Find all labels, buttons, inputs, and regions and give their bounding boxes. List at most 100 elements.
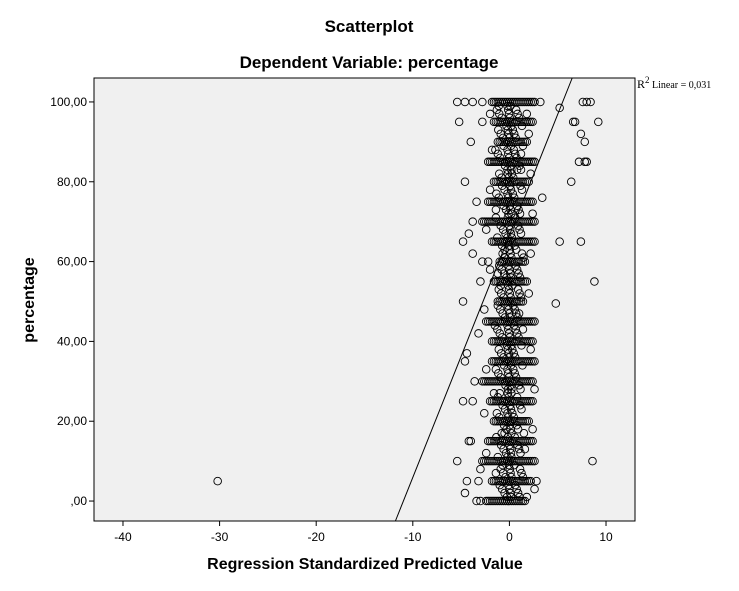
data-point — [507, 472, 516, 482]
data-point — [514, 269, 523, 278]
data-point — [526, 397, 535, 406]
chart-title: Scatterplot — [325, 17, 414, 36]
x-tick-label: -40 — [114, 530, 132, 544]
data-point — [513, 221, 523, 230]
data-point — [522, 397, 532, 406]
data-point — [580, 157, 590, 167]
data-point — [468, 397, 477, 406]
data-point — [555, 237, 564, 246]
data-point — [462, 476, 472, 486]
data-point — [511, 309, 521, 318]
data-point — [510, 353, 520, 362]
data-point — [494, 285, 504, 294]
data-point — [516, 149, 526, 159]
data-point — [519, 253, 528, 262]
data-point — [505, 269, 515, 278]
data-point — [506, 229, 516, 238]
data-point — [526, 197, 535, 206]
data-point — [524, 397, 533, 406]
data-point — [476, 464, 485, 474]
data-point — [516, 165, 526, 175]
data-point — [518, 297, 528, 306]
data-point — [454, 117, 464, 127]
data-point — [526, 476, 535, 486]
data-point — [586, 97, 595, 107]
data-point — [524, 377, 533, 386]
data-point — [493, 452, 503, 462]
data-point — [506, 185, 516, 194]
data-point — [512, 393, 522, 402]
data-point — [582, 157, 591, 167]
data-point — [520, 416, 530, 426]
data-point — [501, 381, 510, 390]
data-point — [514, 333, 523, 342]
data-point — [481, 225, 491, 234]
data-point — [513, 285, 523, 294]
data-point — [524, 97, 533, 107]
data-point — [509, 412, 519, 422]
data-point — [507, 209, 516, 218]
data-point — [530, 237, 539, 246]
data-point — [514, 444, 524, 454]
data-point — [502, 341, 512, 350]
data-point — [517, 185, 527, 194]
data-point — [508, 281, 517, 290]
data-point — [580, 137, 590, 147]
data-point — [518, 416, 528, 426]
data-point — [503, 101, 512, 111]
x-axis-label: Regression Standardized Predicted Value — [207, 556, 523, 573]
data-point — [526, 97, 535, 107]
data-point — [518, 361, 527, 370]
data-point — [494, 101, 504, 111]
data-point — [517, 121, 527, 131]
data-point — [509, 349, 519, 358]
data-point — [517, 405, 526, 414]
data-point — [582, 97, 591, 107]
y-tick-label: ,00 — [70, 494, 87, 508]
data-point — [504, 325, 513, 334]
data-point — [458, 237, 468, 246]
data-point — [524, 357, 533, 366]
data-point — [494, 345, 504, 354]
data-point — [528, 357, 537, 366]
data-point — [522, 109, 532, 119]
y-tick-label: 60,00 — [57, 255, 87, 269]
data-point — [508, 408, 517, 418]
data-point — [516, 137, 526, 147]
data-point — [506, 405, 516, 414]
data-point — [532, 476, 541, 486]
data-point — [514, 496, 524, 506]
data-point — [528, 157, 537, 167]
data-point — [496, 440, 506, 450]
data-point — [506, 273, 516, 282]
data-point — [520, 496, 530, 506]
data-point — [495, 480, 505, 490]
data-point — [509, 460, 519, 470]
data-point — [496, 221, 505, 230]
data-point — [504, 480, 513, 490]
data-point — [506, 361, 516, 370]
data-point — [524, 197, 533, 206]
data-point — [504, 261, 513, 270]
data-point — [515, 464, 525, 474]
data-point — [505, 401, 515, 410]
data-point — [526, 217, 535, 226]
data-point — [524, 129, 533, 139]
data-point — [515, 289, 524, 298]
data-point — [594, 117, 603, 127]
data-point — [516, 277, 526, 286]
data-point — [551, 299, 561, 308]
data-point — [509, 129, 519, 139]
data-point — [530, 456, 539, 466]
data-point — [538, 193, 547, 202]
data-point — [510, 149, 520, 159]
data-point — [516, 385, 525, 394]
data-point — [526, 237, 535, 246]
data-point — [504, 109, 514, 119]
y-tick-label: 80,00 — [57, 175, 87, 189]
y-tick-label: 20,00 — [57, 414, 87, 428]
x-tick-label: -20 — [308, 530, 326, 544]
data-point — [492, 189, 501, 198]
data-point — [509, 301, 518, 310]
